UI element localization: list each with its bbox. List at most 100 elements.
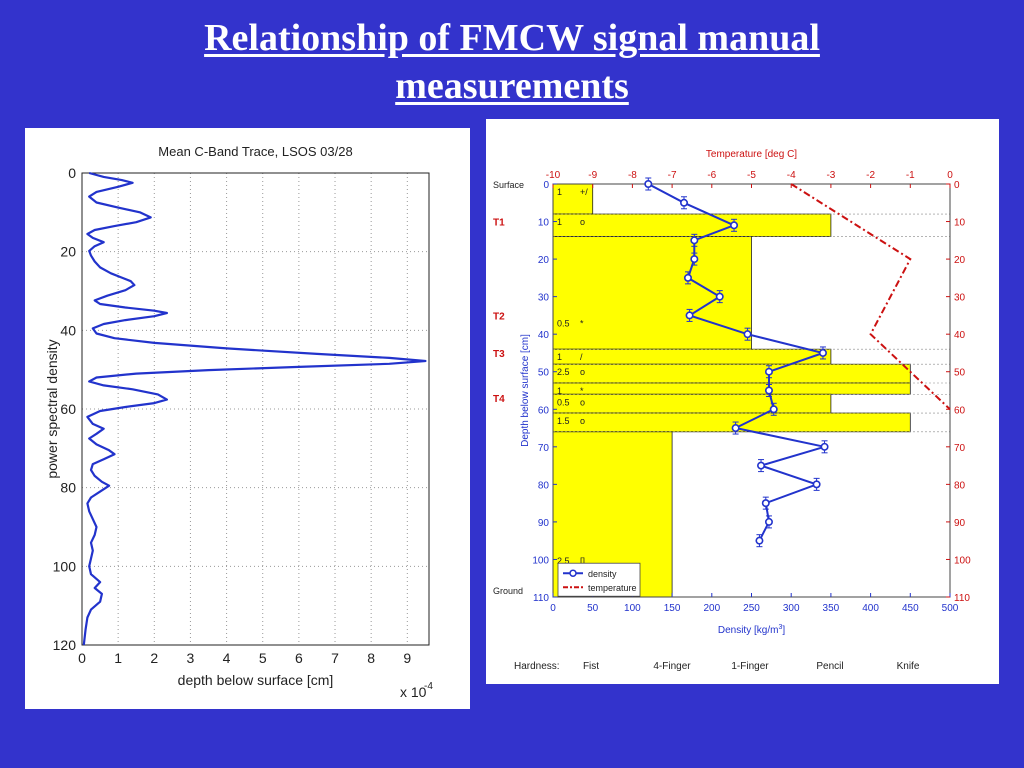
hardness-bar-label-b: o (580, 217, 585, 227)
depth-right-y-tick-label: 70 (954, 443, 966, 454)
hardness-bar-label-a: 2.5 (557, 556, 570, 566)
density-point (731, 424, 740, 433)
layer-label: T2 (493, 311, 505, 322)
depth-y-tick-label: 30 (538, 293, 550, 304)
psd-y-tick-label: 120 (53, 637, 77, 653)
psd-x-tick-label: 4 (223, 650, 231, 666)
snow-profile-chart: 1+/1o0.5*1/2.5o1*0.5o1.5o2.5[]o050100150… (493, 149, 971, 672)
density-x-tick-label: 500 (942, 603, 959, 614)
hardness-bar (552, 348, 832, 365)
density-x-tick-label: 200 (703, 603, 720, 614)
density-point (764, 367, 773, 376)
density-point (755, 536, 764, 545)
hardness-row-label: Hardness: (514, 661, 560, 672)
psd-x-tick-label: 5 (259, 650, 267, 666)
psd-y-tick-label: 0 (68, 165, 76, 181)
legend-density-marker (569, 569, 577, 577)
psd-y-axis-label: power spectral density (44, 339, 60, 478)
depth-y-axis-label: Depth below surface [cm] (520, 334, 531, 447)
density-point (680, 198, 689, 207)
density-point (715, 292, 724, 301)
psd-x-tick-label: 9 (403, 650, 411, 666)
hardness-bar (552, 393, 832, 414)
temperature-x-tick-label: -2 (866, 170, 875, 181)
depth-y-tick-label: 70 (538, 443, 550, 454)
temperature-x-tick-label: -9 (588, 170, 597, 181)
hardness-bar (552, 213, 832, 237)
temperature-axis-label: Temperature [deg C] (706, 149, 797, 160)
density-point (685, 311, 694, 320)
psd-x-multiplier: x 10 (400, 684, 427, 700)
density-point (812, 480, 821, 489)
psd-x-tick-label: 0 (78, 650, 86, 666)
temperature-x-tick-label: -3 (826, 170, 835, 181)
psd-chart-panel: Mean C-Band Trace, LSOS 03/28 0 1 2 3 4 5 6 7 8 9 0… (25, 128, 470, 709)
psd-y-tick-label: 40 (60, 322, 76, 338)
slide-title-line-2: measurements (395, 65, 629, 107)
temperature-x-tick-label: -1 (906, 170, 915, 181)
temperature-line (790, 183, 951, 411)
depth-right-y-tick-label: 10 (954, 218, 966, 229)
psd-y-tick-label: 60 (60, 401, 76, 417)
temperature-x-tick-label: -6 (707, 170, 716, 181)
hardness-bar-label-a: 0.5 (557, 319, 570, 329)
density-point (757, 461, 766, 470)
layer-label: Ground (493, 586, 523, 596)
temperature-x-tick-label: 0 (947, 170, 953, 181)
hardness-bar-label-b: +/ (580, 187, 588, 197)
layer-label: T3 (493, 349, 505, 360)
hardness-bar-label-b: * (580, 319, 584, 329)
depth-y-tick-label: 40 (538, 330, 550, 341)
hardness-bar (552, 183, 594, 215)
density-point (690, 236, 699, 245)
depth-right-y-tick-label: 30 (954, 293, 966, 304)
density-x-tick-label: 450 (902, 603, 919, 614)
density-point (769, 405, 778, 414)
hardness-bar (552, 412, 911, 433)
temperature-x-tick-label: -4 (787, 170, 796, 181)
hardness-bar (552, 382, 911, 395)
depth-right-y-tick-label: 100 (954, 555, 971, 566)
density-x-tick-label: 350 (823, 603, 840, 614)
psd-x-tick-label: 7 (331, 650, 339, 666)
depth-right-y-tick-label: 20 (954, 255, 966, 266)
snow-profile-chart-panel: 1+/1o0.5*1/2.5o1*0.5o1.5o2.5[]o050100150… (486, 119, 999, 684)
depth-right-y-tick-label: 40 (954, 330, 966, 341)
psd-x-tick-label: 6 (295, 650, 303, 666)
hardness-bar-label-a: 1 (557, 187, 562, 197)
density-point (820, 442, 829, 451)
hardness-bar (552, 236, 752, 350)
psd-x-axis-label: depth below surface [cm] (178, 672, 334, 688)
density-x-tick-label: 0 (550, 603, 556, 614)
hardness-bar-label-b: o (580, 367, 585, 377)
depth-right-y-tick-label: 80 (954, 480, 966, 491)
psd-y-tick-label: 20 (60, 244, 76, 260)
depth-right-y-tick-label: 110 (954, 593, 970, 604)
depth-y-tick-label: 10 (538, 218, 550, 229)
temperature-x-tick-label: -7 (668, 170, 677, 181)
density-x-axis-label-sup: 3 (778, 624, 782, 631)
depth-y-tick-label: 110 (533, 593, 549, 604)
hardness-level-label: 4-Finger (653, 661, 691, 672)
psd-chart-title: Mean C-Band Trace, LSOS 03/28 (158, 144, 352, 159)
depth-y-tick-label: 50 (538, 368, 550, 379)
density-point (761, 499, 770, 508)
temperature-x-tick-label: -5 (747, 170, 756, 181)
psd-x-multiplier-exponent: -4 (424, 681, 433, 692)
legend-box (557, 562, 641, 597)
hardness-bar-label-b: * (580, 386, 584, 396)
layer-label: Surface (493, 180, 524, 190)
density-x-tick-label: 100 (624, 603, 641, 614)
legend-density-label: density (588, 569, 617, 579)
psd-x-tick-label: 8 (367, 650, 375, 666)
temperature-x-tick-label: -10 (546, 170, 561, 181)
psd-x-tick-label: 2 (150, 650, 158, 666)
density-point (730, 221, 739, 230)
density-point (743, 330, 752, 339)
density-point (764, 517, 773, 526)
legend-temperature-label: temperature (588, 583, 637, 593)
depth-y-tick-label: 20 (538, 255, 550, 266)
psd-x-tick-label: 1 (114, 650, 122, 666)
hardness-bar (552, 363, 911, 384)
hardness-bar-label-b: / (580, 352, 583, 362)
